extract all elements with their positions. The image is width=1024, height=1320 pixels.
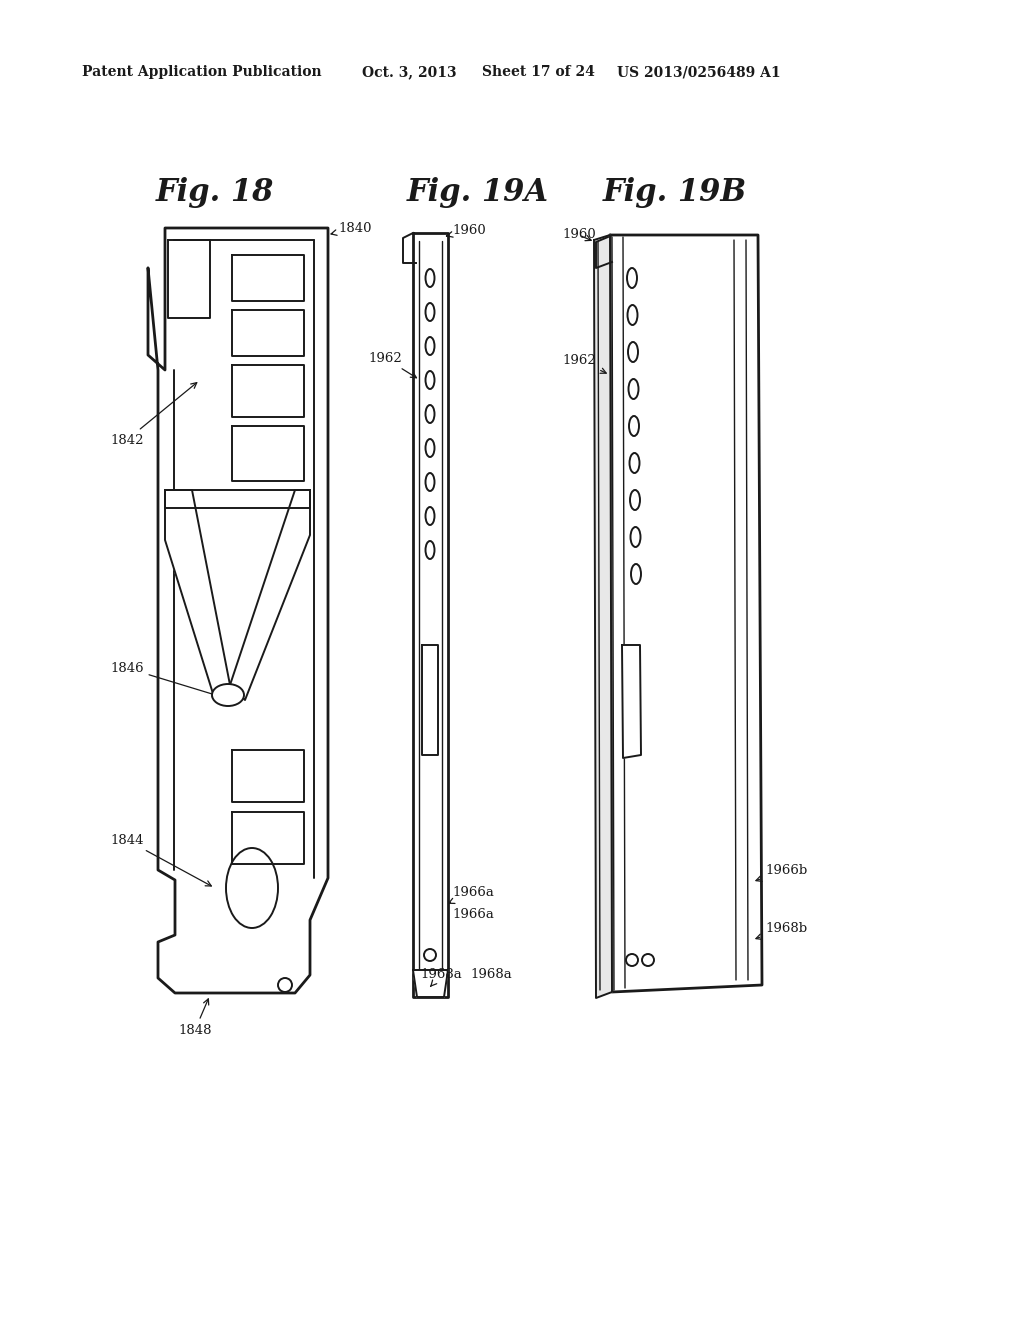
Polygon shape [232, 812, 304, 865]
Text: 1960: 1960 [446, 223, 485, 238]
Text: 1960: 1960 [562, 228, 596, 242]
Ellipse shape [631, 527, 640, 546]
Text: Sheet 17 of 24: Sheet 17 of 24 [482, 65, 595, 79]
Ellipse shape [426, 371, 434, 389]
Text: 1966a: 1966a [449, 886, 494, 903]
Ellipse shape [627, 268, 637, 288]
Ellipse shape [630, 453, 640, 473]
Polygon shape [422, 645, 438, 755]
Text: Fig. 18: Fig. 18 [156, 177, 274, 207]
Ellipse shape [226, 847, 278, 928]
Ellipse shape [426, 473, 434, 491]
Text: 1842: 1842 [110, 383, 197, 446]
Ellipse shape [628, 305, 638, 325]
Ellipse shape [426, 541, 434, 558]
Polygon shape [232, 426, 304, 480]
Polygon shape [148, 228, 328, 993]
Text: 1968a: 1968a [420, 969, 462, 986]
Text: 1968a: 1968a [470, 969, 512, 982]
Circle shape [642, 954, 654, 966]
Text: 1844: 1844 [110, 833, 211, 886]
Text: 1848: 1848 [178, 999, 212, 1036]
Polygon shape [232, 255, 304, 301]
Polygon shape [622, 645, 641, 758]
Ellipse shape [630, 490, 640, 510]
Ellipse shape [426, 507, 434, 525]
Circle shape [424, 949, 436, 961]
Polygon shape [232, 750, 304, 803]
Ellipse shape [629, 379, 639, 399]
Polygon shape [232, 366, 304, 417]
Circle shape [278, 978, 292, 993]
Text: Patent Application Publication: Patent Application Publication [82, 65, 322, 79]
Polygon shape [610, 235, 762, 993]
Polygon shape [413, 234, 449, 997]
Text: Fig. 19B: Fig. 19B [603, 177, 748, 207]
Text: US 2013/0256489 A1: US 2013/0256489 A1 [617, 65, 780, 79]
Ellipse shape [426, 269, 434, 286]
Ellipse shape [426, 405, 434, 422]
Ellipse shape [628, 342, 638, 362]
Ellipse shape [426, 304, 434, 321]
Circle shape [626, 954, 638, 966]
Ellipse shape [212, 684, 244, 706]
Polygon shape [232, 310, 304, 356]
Text: 1840: 1840 [331, 222, 372, 235]
Ellipse shape [629, 416, 639, 436]
Polygon shape [165, 490, 310, 508]
Ellipse shape [426, 337, 434, 355]
Text: 1968b: 1968b [756, 921, 807, 940]
Text: 1966a: 1966a [452, 908, 494, 921]
Ellipse shape [631, 564, 641, 583]
Text: 1966b: 1966b [756, 863, 807, 882]
Polygon shape [165, 490, 230, 700]
Text: 1962: 1962 [368, 351, 417, 378]
Ellipse shape [426, 440, 434, 457]
Text: 1962: 1962 [562, 354, 606, 374]
Text: Oct. 3, 2013: Oct. 3, 2013 [362, 65, 457, 79]
Polygon shape [413, 970, 449, 997]
Polygon shape [230, 490, 310, 700]
Text: Fig. 19A: Fig. 19A [407, 177, 549, 207]
Polygon shape [168, 240, 210, 318]
Text: 1846: 1846 [110, 661, 218, 697]
Polygon shape [594, 235, 612, 998]
